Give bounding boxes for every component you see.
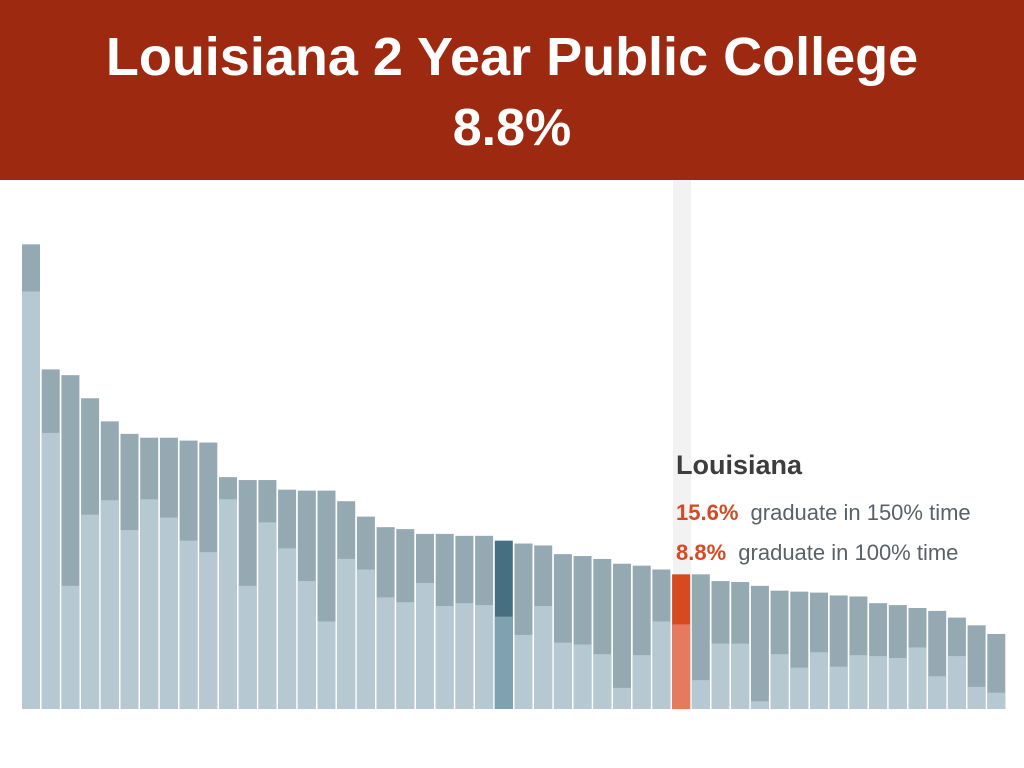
bar-100-32	[652, 621, 671, 709]
bar-100-43	[869, 656, 888, 709]
bar-100-14	[297, 581, 316, 709]
annotation-text-100: graduate in 100% time	[738, 540, 958, 565]
bar-100-33	[672, 624, 691, 709]
bar-100-47	[947, 656, 966, 709]
title-banner: Louisiana 2 Year Public College 8.8%	[0, 0, 1024, 180]
annotation-line-100: 8.8% graduate in 100% time	[676, 540, 958, 565]
bar-150-37	[750, 585, 769, 709]
bar-100-22	[455, 603, 474, 709]
bar-100-44	[888, 658, 907, 709]
bar-100-24	[494, 616, 513, 709]
bar-100-12	[258, 522, 277, 709]
bar-100-10	[219, 499, 237, 709]
bar-100-31	[632, 655, 651, 709]
bar-100-2	[61, 585, 80, 709]
bar-100-21	[435, 606, 454, 709]
bar-100-41	[829, 666, 848, 709]
banner-subtitle: 8.8%	[452, 99, 572, 157]
bar-100-5	[120, 530, 139, 709]
bar-100-20	[416, 582, 434, 709]
bar-100-37	[750, 701, 769, 709]
bar-100-36	[731, 643, 750, 709]
bar-100-26	[534, 606, 553, 709]
bar-100-1	[41, 432, 60, 709]
bar-150-49	[987, 633, 1006, 709]
annotation-title: Louisiana	[676, 450, 803, 480]
bars-group	[22, 244, 1006, 709]
annotation-line-150: 15.6% graduate in 150% time	[676, 500, 971, 525]
annotation-text-150: graduate in 150% time	[751, 500, 971, 525]
annotation-value-150: 15.6%	[676, 500, 738, 525]
bar-100-35	[711, 643, 730, 709]
bar-100-28	[573, 644, 592, 709]
bar-100-16	[337, 558, 356, 709]
bar-100-45	[908, 647, 927, 709]
bar-100-18	[376, 597, 395, 709]
bar-100-6	[140, 499, 159, 709]
bar-100-49	[987, 692, 1006, 709]
bar-100-38	[770, 654, 789, 709]
annotation-value-100: 8.8%	[676, 540, 726, 565]
bar-100-42	[849, 655, 868, 709]
bar-100-39	[790, 667, 809, 709]
bar-100-27	[553, 642, 572, 709]
bar-100-40	[810, 652, 828, 709]
bar-100-3	[81, 514, 100, 709]
bar-100-19	[396, 602, 415, 709]
bar-150-30	[613, 563, 631, 709]
bar-100-29	[593, 654, 612, 709]
bar-150-34	[691, 574, 710, 709]
bar-100-7	[159, 517, 178, 709]
bar-100-23	[475, 605, 494, 709]
bar-100-17	[356, 569, 375, 709]
bar-100-11	[238, 585, 257, 709]
bar-100-34	[691, 680, 710, 709]
bar-100-30	[613, 687, 631, 709]
bar-100-25	[514, 634, 533, 709]
bar-100-8	[179, 540, 198, 709]
graduation-rate-bar-chart: Louisiana 15.6% graduate in 150% time 8.…	[22, 180, 1006, 710]
bar-100-4	[100, 500, 119, 709]
bar-100-46	[928, 676, 947, 709]
bar-100-9	[199, 552, 218, 709]
bar-100-48	[967, 686, 986, 709]
bar-100-13	[278, 548, 297, 709]
bar-100-0	[22, 291, 40, 709]
state-annotation: Louisiana 15.6% graduate in 150% time 8.…	[676, 450, 971, 565]
banner-title: Louisiana 2 Year Public College	[105, 27, 919, 87]
bar-100-15	[317, 621, 336, 709]
